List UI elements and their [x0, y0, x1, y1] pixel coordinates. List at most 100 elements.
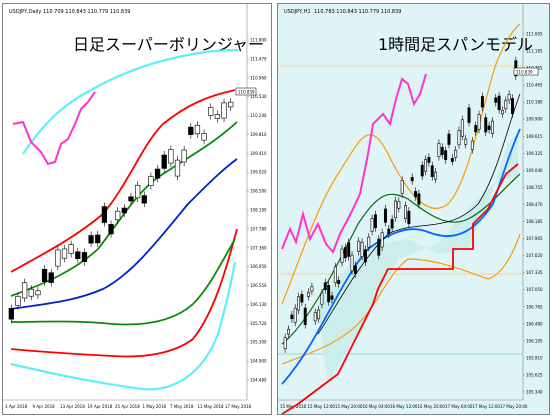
- daily-price-tick-label: 110.960: [250, 75, 267, 80]
- daily-candle-body: [75, 251, 81, 259]
- hourly-candle-body: [394, 200, 397, 219]
- bollinger-lower-3sigma: [10, 261, 237, 391]
- daily-chart-title: 日足スーパーボリンジャー: [73, 35, 264, 54]
- hourly-price-tick-label: 106.195: [526, 338, 543, 343]
- bollinger-lower-2sigma: [10, 228, 238, 358]
- bollinger-upper-2sigma: [10, 89, 236, 273]
- daily-candle-body: [35, 290, 41, 296]
- hourly-candle-body: [333, 266, 337, 284]
- daily-candle-body: [108, 224, 114, 235]
- hourly-candle-body: [480, 96, 484, 108]
- hourly-candle-body: [507, 93, 511, 101]
- daily-price-tick-label: 105.300: [250, 340, 267, 345]
- hourly-candle-body: [390, 219, 394, 229]
- hourly-candle-body: [464, 138, 468, 145]
- base-line-step: [281, 163, 519, 414]
- daily-candle-body: [148, 176, 154, 186]
- daily-price-tick-label: 108.190: [250, 208, 267, 213]
- hourly-price-tick-label: 105.340: [526, 390, 543, 395]
- hourly-candle-body: [363, 249, 367, 263]
- daily-price-tick-label: 110.240: [250, 113, 267, 118]
- hourly-time-tick-label: 17 May 12:00: [473, 404, 501, 409]
- daily-candle-body: [214, 114, 221, 119]
- hourly-candle-body: [383, 208, 387, 223]
- hourly-candle-body: [347, 242, 351, 257]
- daily-candle-body: [115, 210, 121, 221]
- hourly-price-tick-label: 110.465: [526, 83, 543, 88]
- daily-candle-body: [28, 288, 34, 297]
- hourly-candle-body: [444, 150, 448, 160]
- hourly-ohlc-header: 110.783 110.843 110.779 110.839: [314, 9, 401, 15]
- hourly-candle-body: [283, 337, 287, 350]
- hourly-candle-body: [440, 147, 444, 155]
- daily-price-tick-label: 104.900: [250, 359, 267, 364]
- hourly-candle-body: [297, 296, 301, 311]
- hourly-candle-body: [504, 100, 508, 110]
- daily-candle-body: [154, 168, 161, 179]
- daily-candle-body: [141, 195, 147, 204]
- daily-candle-body: [181, 149, 187, 163]
- hourly-candle-body: [497, 95, 501, 110]
- daily-chart-panel[interactable]: USDJPY,Daily 110.709 110.843 110.779 110…: [2, 3, 272, 415]
- hourly-candle-body: [474, 125, 478, 133]
- daily-price-tick-label: 106.130: [250, 302, 267, 307]
- hourly-candle-body: [437, 143, 441, 157]
- hourly-candle-body: [424, 159, 428, 172]
- hourly-x-ticks: 15 May 2018 15 May 12:00 15 May 20:00 16 Ma…: [280, 404, 528, 409]
- hourly-candle-body: [323, 282, 327, 291]
- hourly-candle-body: [420, 164, 424, 177]
- hourly-candle-body: [404, 205, 407, 220]
- hourly-price-tick-label: 107.620: [526, 253, 543, 258]
- hourly-candle-body: [427, 157, 431, 163]
- hourly-price-tick-label: 106.480: [526, 321, 543, 326]
- hourly-price-tick-label: 110.180: [526, 100, 543, 105]
- daily-candle-body: [41, 268, 48, 282]
- hourly-candle-body: [350, 254, 354, 272]
- hourly-candle-body: [330, 295, 334, 300]
- daily-candle-body: [168, 149, 174, 164]
- hourly-candle-body: [370, 218, 374, 232]
- daily-price-tick-label: 111.470: [250, 56, 267, 61]
- hourly-price-tick-label: 105.910: [526, 355, 543, 360]
- hourly-candle-body: [387, 228, 391, 235]
- hourly-price-tick-label: 109.615: [526, 134, 543, 139]
- hourly-candle-body: [377, 238, 381, 256]
- upper-band: [281, 23, 521, 305]
- hourly-candle-body: [484, 117, 488, 133]
- daily-time-tick-label: 7 May 2018: [170, 404, 194, 409]
- hourly-chart-panel[interactable]: USDJPY,H1 110.783 110.843 110.779 110.83…: [277, 3, 550, 415]
- daily-price-tick-label: 111.800: [250, 38, 267, 43]
- hourly-price-tick-label: 109.040: [526, 168, 543, 173]
- hourly-price-tick-label: 106.765: [526, 304, 543, 309]
- daily-candle-body: [88, 235, 94, 244]
- hourly-candle-body: [380, 232, 384, 248]
- hourly-candle-body: [373, 214, 377, 228]
- hourly-price-tick-label: 107.905: [526, 236, 543, 241]
- hourly-candles: [283, 56, 518, 353]
- hourly-candle-body: [343, 247, 347, 259]
- daily-x-ticks: 3 Apr 2018 9 Apr 2018 13 Apr 2018 19 Apr 20…: [5, 404, 252, 409]
- daily-candle-body: [128, 196, 134, 202]
- hourly-candle-body: [407, 210, 411, 224]
- hourly-price-tick-label: 107.335: [526, 270, 543, 275]
- daily-candles: [8, 98, 234, 324]
- hourly-price-tick-label: 108.755: [526, 185, 543, 190]
- daily-price-tick-label: 104.480: [250, 378, 267, 383]
- hourly-price-tick-label: 109.325: [526, 151, 543, 156]
- hourly-candle-body: [307, 291, 311, 297]
- hourly-chart-title: 1時間足スパンモデル: [378, 35, 533, 54]
- hourly-time-tick-label: 17 May 04:00: [445, 404, 473, 409]
- daily-candle-body: [188, 126, 194, 135]
- daily-time-tick-label: 25 Apr 2018: [115, 404, 140, 409]
- hourly-candle-body: [317, 309, 321, 320]
- daily-candle-body: [8, 308, 14, 320]
- hourly-candle-body: [357, 240, 361, 252]
- hourly-candle-body: [494, 97, 498, 103]
- hourly-price-tag: 110.839: [516, 70, 533, 75]
- hourly-time-tick-label: 17 May 20:00: [500, 404, 528, 409]
- daily-price-tag-box: [235, 87, 257, 96]
- hourly-price-tick-label: 108.470: [526, 202, 543, 207]
- daily-candle-body: [68, 244, 74, 254]
- hourly-candle-body: [470, 140, 474, 150]
- daily-candle-body: [174, 159, 181, 177]
